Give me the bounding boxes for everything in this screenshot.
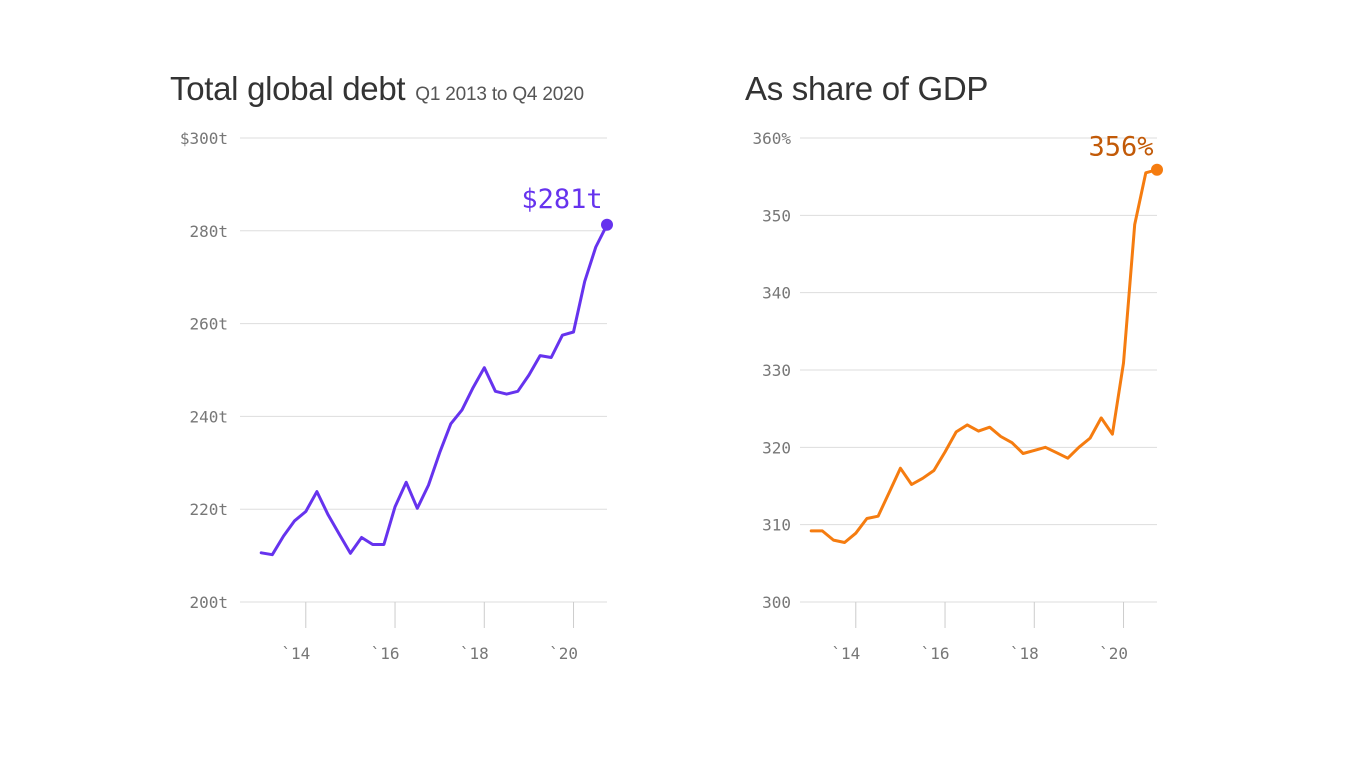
x-tick-label-gdp: `18 xyxy=(1010,644,1039,663)
x-tick-label-debt: `14 xyxy=(281,644,310,663)
y-tick-label-debt: 220t xyxy=(189,500,228,519)
y-tick-label-debt: 280t xyxy=(189,222,228,241)
series-line-gdp xyxy=(809,168,1159,544)
gdp-share-chart-panel: 300 310 320 330 340 350 360% `14 `16 `18 `20 356% xyxy=(752,129,1163,663)
chart-title-gdp-text: As share of GDP xyxy=(745,70,989,107)
x-tick-label-gdp: `20 xyxy=(1099,644,1128,663)
end-point-marker-gdp xyxy=(1151,163,1163,176)
y-tick-label-debt: 240t xyxy=(189,407,228,426)
end-value-label-gdp: 356% xyxy=(1088,132,1153,163)
y-tick-label-gdp: 360% xyxy=(752,129,791,148)
x-tick-label-gdp: `16 xyxy=(921,644,950,663)
y-tick-label-debt: 260t xyxy=(189,315,228,334)
y-tick-label-gdp: 300 xyxy=(762,593,791,612)
end-value-label-debt: $281t xyxy=(521,184,602,215)
y-tick-label-gdp: 350 xyxy=(762,206,791,225)
x-tick-label-debt: `18 xyxy=(460,644,489,663)
y-tick-label-gdp: 340 xyxy=(762,284,791,303)
chart-title-gdp: As share of GDP xyxy=(745,70,988,108)
y-tick-label-debt: $300t xyxy=(180,129,228,148)
x-tick-label-gdp: `14 xyxy=(831,644,860,663)
end-point-marker-debt xyxy=(601,218,613,231)
y-tick-label-gdp: 330 xyxy=(762,361,791,380)
chart-title-debt: Total global debt Q1 2013 to Q4 2020 xyxy=(170,70,584,108)
debt-chart-panel: 200t 220t 240t 260t 280t $300t `14 `16 `18 `20 $28… xyxy=(180,129,613,663)
y-tick-label-gdp: 320 xyxy=(762,438,791,457)
chart-subtitle-debt: Q1 2013 to Q4 2020 xyxy=(415,84,584,105)
x-tick-label-debt: `16 xyxy=(371,644,400,663)
series-line-debt xyxy=(259,223,609,557)
chart-title-debt-text: Total global debt xyxy=(170,70,406,107)
y-tick-label-gdp: 310 xyxy=(762,516,791,535)
y-tick-label-debt: 200t xyxy=(189,593,228,612)
x-tick-label-debt: `20 xyxy=(549,644,578,663)
